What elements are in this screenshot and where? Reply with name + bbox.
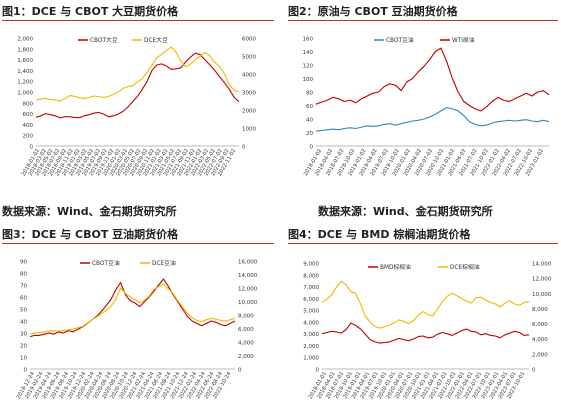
fig1-ytick-left: 800: [23, 101, 34, 107]
fig4-ytick-right: 10,000: [532, 292, 552, 298]
fig1-ytick-left: 1,000: [17, 91, 33, 97]
fig3-ytick-left: 40: [20, 320, 27, 326]
fig4-chart: 0 1,000 2,000 3,000 4,000 5,000 6,000 7,000 8,00…: [303, 262, 552, 401]
fig3-series-0-line: [29, 278, 236, 338]
fig3-ytick-right: 2,000: [238, 354, 254, 360]
fig4-ytick-right: 6,000: [532, 322, 548, 328]
fig1-ytick-left: 1,600: [17, 58, 33, 64]
fig3-ytick-right: 10,000: [238, 300, 258, 306]
fig3-ytick-left: 0: [24, 368, 28, 374]
fig3-ytick-left: 80: [20, 272, 27, 278]
fig1-ytick-right: 5000: [242, 55, 256, 61]
fig2-legend-label-1: WTI原油: [452, 36, 475, 44]
fig1-series-0-line: [35, 52, 240, 119]
fig3-ytick-left: 30: [20, 332, 27, 338]
fig1-ytick-right: 4000: [242, 73, 256, 79]
fig3-ytick-left: 50: [20, 308, 27, 314]
fig1-ytick-left: 600: [23, 112, 34, 118]
fig1-ytick-left: 1,200: [17, 80, 33, 86]
fig3-ytick-right: 12,000: [238, 287, 258, 293]
fig3-title-rule: [2, 243, 274, 244]
fig3-legend-label-0: CBOT豆油: [92, 259, 120, 267]
source-note-left: 数据来源：Wind、金石期货研究所: [2, 205, 177, 218]
fig1-ytick-left: 200: [23, 134, 34, 140]
fig4-ytick-right: 12,000: [532, 277, 552, 283]
fig2-ytick-left: 60: [306, 104, 313, 110]
fig4-legend-label-1: DCE棕榈油: [450, 263, 480, 271]
fig2-ytick-left: 140: [303, 50, 314, 56]
fig4-title-rule: [288, 243, 558, 244]
fig4-series-0-line: [321, 322, 530, 344]
fig1-ytick-left: 2,000: [17, 37, 33, 43]
fig2-legend-label-0: CBOT豆油: [386, 36, 414, 44]
fig2-series-0-line: [315, 106, 550, 132]
fig4-legend-label-0: BMD棕榈油: [380, 263, 411, 271]
fig3-ytick-right: 0: [238, 368, 242, 374]
fig3-ytick-right: 6,000: [238, 327, 254, 333]
fig4-ytick-right: 4,000: [532, 337, 548, 343]
fig4-ytick-left: 8,000: [303, 273, 319, 279]
fig3-ytick-left: 10: [20, 356, 27, 362]
fig2-title-rule: [288, 20, 558, 21]
fig3-chart: 0 10 20 30 40 50 60 70 80 90 0 2,000 4,000 6,000 8,000…: [16, 259, 258, 400]
fig3-ytick-left: 70: [20, 284, 27, 290]
fig4-ytick-left: 4,000: [303, 320, 319, 326]
fig4-ytick-left: 2,000: [303, 344, 319, 350]
fig3-ytick-left: 90: [20, 260, 27, 266]
fig2-title: 图2：原油与 CBOT 豆油期货价格: [288, 5, 458, 18]
fig1-ytick-left: 1,400: [17, 69, 33, 75]
fig2-ytick-left: 80: [306, 91, 313, 97]
fig4-ytick-right: 14,000: [532, 262, 552, 268]
fig4-series-1-line: [321, 280, 530, 329]
fig2-ytick-left: 160: [303, 37, 314, 43]
fig3-ytick-right: 14,000: [238, 273, 258, 279]
fig2-series-1-line: [315, 47, 550, 112]
fig3-ytick-left: 20: [20, 344, 27, 350]
fig1-legend-label-0: CBOT大豆: [90, 36, 118, 44]
fig2-chart: 0204060801001201401602018-01-022018-04-0…: [303, 36, 550, 177]
fig1-ytick-left: 400: [23, 123, 34, 129]
fig2-ytick-left: 0: [310, 145, 314, 151]
fig1-title-rule: [2, 20, 274, 21]
fig1-ytick-right: 3000: [242, 91, 256, 97]
fig1-ytick-right: 6000: [242, 37, 256, 43]
fig3-title: 图3：DCE 与 CBOT 豆油期货价格: [2, 228, 179, 241]
fig2-ytick-left: 120: [303, 64, 314, 70]
fig4-ytick-left: 7,000: [303, 285, 319, 291]
fig4-ytick-left: 6,000: [303, 297, 319, 303]
fig4-title: 图4：DCE 与 BMD 棕榈油期货价格: [288, 228, 471, 241]
fig4-ytick-left: 3,000: [303, 332, 319, 338]
fig2-ytick-left: 20: [306, 131, 313, 137]
fig4-ytick-right: 8,000: [532, 307, 548, 313]
fig3-legend-label-1: DCE豆油: [152, 259, 176, 267]
fig1-series-1-line: [35, 46, 240, 102]
fig2-ytick-left: 40: [306, 118, 313, 124]
fig1-ytick-right: 1000: [242, 127, 256, 133]
fig1-ytick-right: 2000: [242, 109, 256, 115]
fig1-ytick-left: 0: [30, 145, 34, 151]
source-note-right: 数据来源：Wind、金石期货研究所: [318, 205, 493, 218]
fig3-ytick-right: 4,000: [238, 341, 254, 347]
fig3-series-1-line: [29, 283, 236, 335]
fig2-ytick-left: 100: [303, 77, 314, 83]
fig4-ytick-left: 0: [316, 368, 320, 374]
fig3-ytick-right: 8,000: [238, 314, 254, 320]
fig4-ytick-left: 9,000: [303, 262, 319, 268]
fig3-ytick-left: 60: [20, 296, 27, 302]
fig1-ytick-right: 0: [242, 145, 246, 151]
fig1-ytick-left: 1,800: [17, 47, 33, 53]
fig1-title: 图1：DCE 与 CBOT 大豆期货价格: [2, 5, 179, 18]
fig1-legend-label-1: DCE大豆: [144, 36, 168, 44]
fig4-ytick-right: 2,000: [532, 352, 548, 358]
fig4-ytick-left: 1,000: [303, 356, 319, 362]
fig4-ytick-left: 5,000: [303, 309, 319, 315]
fig4-ytick-right: 0: [532, 368, 536, 374]
fig1-chart: 0 200 400 600 800 1,000 1,200 1,400 1,600 1,800 2,…: [17, 36, 256, 177]
fig3-ytick-right: 16,000: [238, 260, 258, 266]
